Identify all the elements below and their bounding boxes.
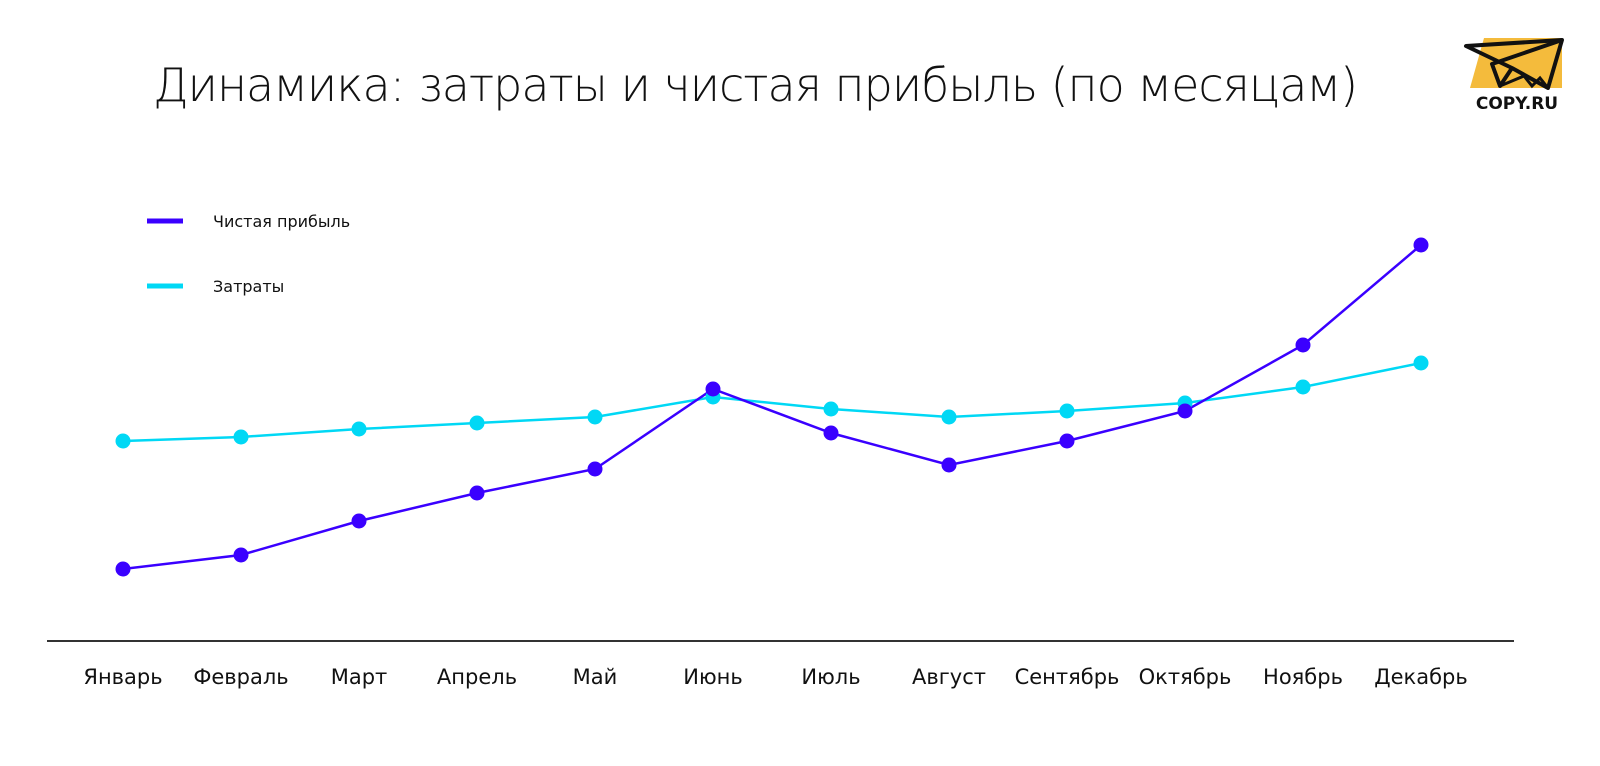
- chart-title: Динамика: затраты и чистая прибыль (по м…: [152, 58, 1358, 112]
- data-point: [1295, 337, 1311, 353]
- data-point: [1413, 355, 1429, 371]
- data-point: [823, 425, 839, 441]
- x-tick-label: Май: [573, 665, 618, 689]
- x-tick-label: Февраль: [193, 665, 288, 689]
- data-point: [941, 457, 957, 473]
- data-point: [587, 461, 603, 477]
- x-tick-label: Март: [331, 665, 388, 689]
- data-point: [351, 421, 367, 437]
- legend-label: Чистая прибыль: [213, 212, 350, 231]
- data-point: [469, 415, 485, 431]
- data-point: [823, 401, 839, 417]
- data-point: [1177, 403, 1193, 419]
- data-point: [1059, 403, 1075, 419]
- x-tick-label: Август: [912, 665, 986, 689]
- x-tick-label: Январь: [83, 665, 162, 689]
- data-point: [1295, 379, 1311, 395]
- data-point: [705, 381, 721, 397]
- data-point: [233, 429, 249, 445]
- x-tick-label: Апрель: [437, 665, 517, 689]
- x-tick-label: Июль: [801, 665, 860, 689]
- legend-label: Затраты: [213, 277, 284, 296]
- series-line: [122, 361, 1422, 443]
- data-point: [1059, 433, 1075, 449]
- data-point: [469, 485, 485, 501]
- x-tick-label: Июнь: [683, 665, 743, 689]
- data-point: [1413, 237, 1429, 253]
- series-line: [122, 244, 1422, 571]
- data-point: [351, 513, 367, 529]
- data-point: [587, 409, 603, 425]
- x-tick-label: Декабрь: [1374, 665, 1468, 689]
- x-tick-label: Ноябрь: [1263, 665, 1343, 689]
- x-tick-label: Октябрь: [1139, 665, 1232, 689]
- logo-text: COPY.RU: [1475, 94, 1559, 114]
- data-point: [115, 433, 131, 449]
- data-point: [233, 547, 249, 563]
- paper-plane-logo-icon: [1464, 38, 1564, 90]
- x-tick-label: Сентябрь: [1015, 665, 1120, 689]
- data-point: [115, 561, 131, 577]
- data-point: [941, 409, 957, 425]
